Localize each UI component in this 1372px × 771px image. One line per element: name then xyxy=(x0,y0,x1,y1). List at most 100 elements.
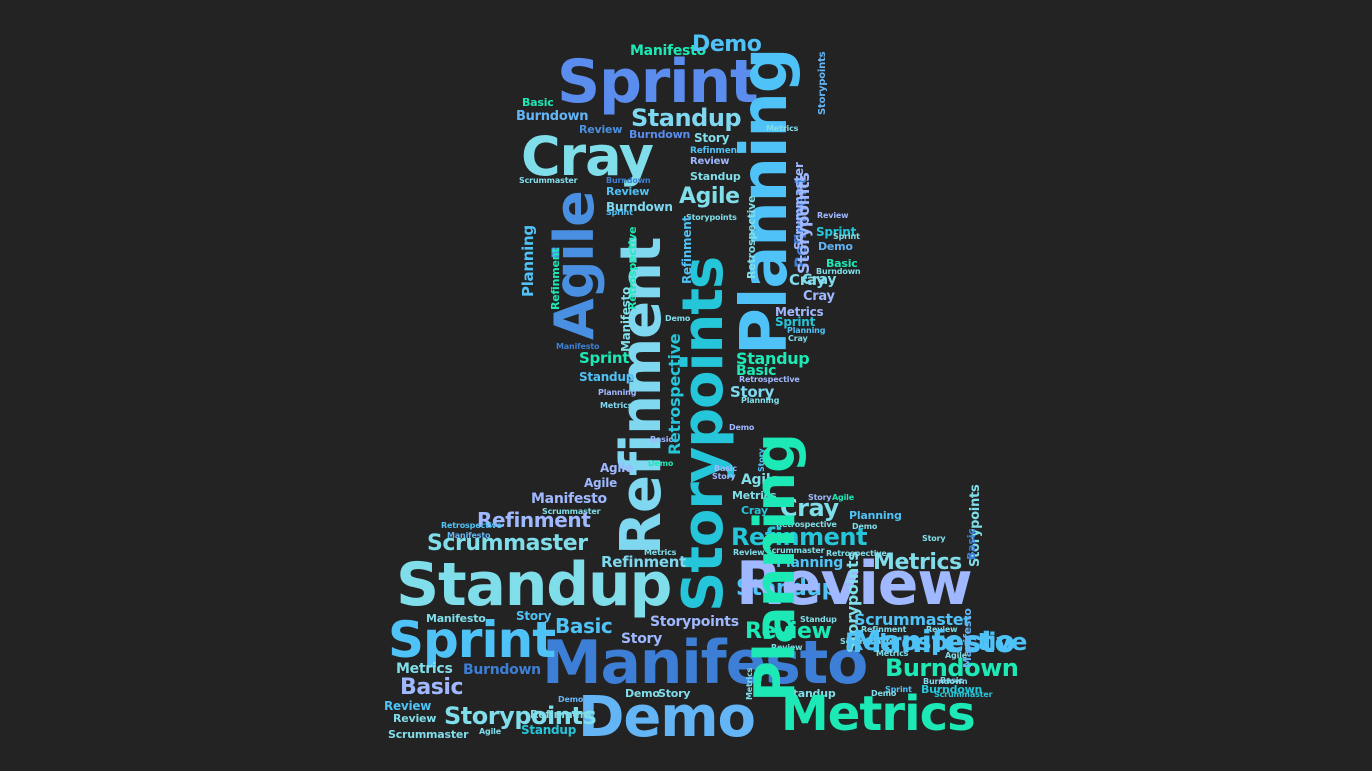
word-agile: Agile xyxy=(679,184,740,209)
word-manifesto: Manifesto xyxy=(542,628,868,698)
word-scrummaster: Scrummaster xyxy=(792,162,806,250)
word-retrospective: Retrospective xyxy=(745,195,758,279)
word-metrics: Metrics xyxy=(396,661,453,677)
word-basic: Basic xyxy=(736,363,777,379)
word-planning: Planning xyxy=(741,396,780,405)
word-story: Story xyxy=(922,534,946,543)
word-demo: Demo xyxy=(578,685,756,750)
word-standup: Standup xyxy=(785,687,836,700)
word-story: Story xyxy=(808,493,832,502)
word-sprint: Sprint xyxy=(816,225,857,239)
word-review: Review xyxy=(733,548,765,557)
word-standup: Standup xyxy=(521,723,577,737)
word-sprint: Sprint xyxy=(557,47,759,117)
word-burndown: Burndown xyxy=(921,683,983,696)
word-metrics: Metrics xyxy=(644,548,677,557)
word-storypoints: Storypoints xyxy=(686,213,737,222)
word-agile: Agile xyxy=(479,727,502,736)
word-sprint: Sprint xyxy=(885,685,912,694)
word-story: Story xyxy=(694,131,730,145)
word-refinment: Refinment xyxy=(477,508,591,532)
word-demo: Demo xyxy=(665,314,691,323)
word-agile: Agile xyxy=(584,476,618,490)
word-standup: Standup xyxy=(800,615,837,624)
word-basic: Basic xyxy=(555,614,613,638)
word-manifesto: Manifesto xyxy=(852,625,1015,660)
word-storypoints: Storypoints xyxy=(650,614,739,630)
word-scrummaster: Scrummaster xyxy=(427,531,588,556)
word-standup: Standup xyxy=(396,550,673,620)
word-planning: Planning xyxy=(598,388,637,397)
word-sprint: Sprint xyxy=(833,232,860,241)
word-demo: Demo xyxy=(871,689,897,698)
word-scrummaster: Scrummaster xyxy=(840,637,899,646)
word-review: Review xyxy=(393,712,437,725)
word-retrospective: Retrospective xyxy=(845,628,1027,656)
word-standup: Standup xyxy=(736,576,837,601)
word-basic: Basic xyxy=(650,435,673,444)
word-burndown: Burndown xyxy=(923,677,968,686)
word-story: Story xyxy=(712,472,736,481)
word-review: Review xyxy=(606,185,650,198)
word-metrics: Metrics xyxy=(600,401,633,410)
word-agile: Agile xyxy=(741,472,780,488)
word-agile: Agile xyxy=(832,493,855,502)
word-metrics: Metrics xyxy=(876,649,909,658)
word-basic: Basic xyxy=(522,96,554,109)
word-standup: Standup xyxy=(579,370,635,384)
word-burndown: Burndown xyxy=(885,654,1019,682)
word-basic: Basic xyxy=(826,257,858,270)
word-scrummaster: Scrummaster xyxy=(766,546,825,555)
word-review: Review xyxy=(384,699,432,713)
word-scrummaster: Scrummaster xyxy=(934,690,993,699)
word-story: Story xyxy=(658,687,691,700)
word-refinment: Refinment xyxy=(690,146,742,156)
word-demo: Demo xyxy=(852,522,878,531)
word-demo: Demo xyxy=(558,695,584,704)
word-review: Review xyxy=(736,549,973,619)
word-manifesto: Manifesto xyxy=(426,612,486,625)
word-manifesto: Manifesto xyxy=(556,342,600,351)
word-sprint: Sprint xyxy=(606,208,633,217)
word-planning: Planning xyxy=(776,555,843,571)
word-burndown: Burndown xyxy=(816,267,861,276)
word-burndown: Burndown xyxy=(516,109,589,124)
word-metrics: Metrics xyxy=(732,489,777,502)
word-cray: Cray xyxy=(802,272,837,288)
word-standup: Standup xyxy=(631,104,742,132)
word-retrospective: Retrospective xyxy=(826,549,887,558)
word-manifesto: Manifesto xyxy=(447,531,491,540)
word-planning: Planning xyxy=(787,326,826,335)
word-review: Review xyxy=(817,211,849,220)
word-planning: Planning xyxy=(849,509,902,522)
word-storypoints: Storypoints xyxy=(444,702,597,730)
word-metrics: Metrics xyxy=(775,305,824,319)
word-burndown: Burndown xyxy=(463,662,541,678)
word-basic: Basic xyxy=(940,676,963,685)
word-storypoints: Storypoints xyxy=(817,51,828,115)
word-standup: Standup xyxy=(690,170,741,183)
word-story: Story xyxy=(516,609,552,623)
word-refinment: Refinment xyxy=(680,215,694,284)
word-demo: Demo xyxy=(818,240,853,253)
word-cray: Cray xyxy=(789,271,826,289)
word-demo: Demo xyxy=(648,459,674,468)
word-story: Story xyxy=(621,631,663,647)
word-manifesto: Manifesto xyxy=(531,491,607,507)
word-manifesto: Manifesto xyxy=(630,43,706,59)
word-planning: Planning xyxy=(519,225,537,297)
word-refinment: Refinment xyxy=(731,523,868,551)
word-scrummaster: Scrummaster xyxy=(542,507,601,516)
word-cray: Cray xyxy=(803,289,835,304)
word-retrospective: Retrospective xyxy=(739,375,800,384)
word-sprint: Sprint xyxy=(579,349,630,367)
word-scrummaster: Scrummaster xyxy=(519,176,578,185)
word-sprint: Sprint xyxy=(775,315,816,329)
word-review: Review xyxy=(771,643,803,652)
word-burndown: Burndown xyxy=(629,128,691,141)
word-review: Review xyxy=(926,625,958,634)
word-basic: Basic xyxy=(965,528,978,560)
word-burndown: Burndown xyxy=(606,176,651,185)
word-review: Review xyxy=(579,123,623,136)
